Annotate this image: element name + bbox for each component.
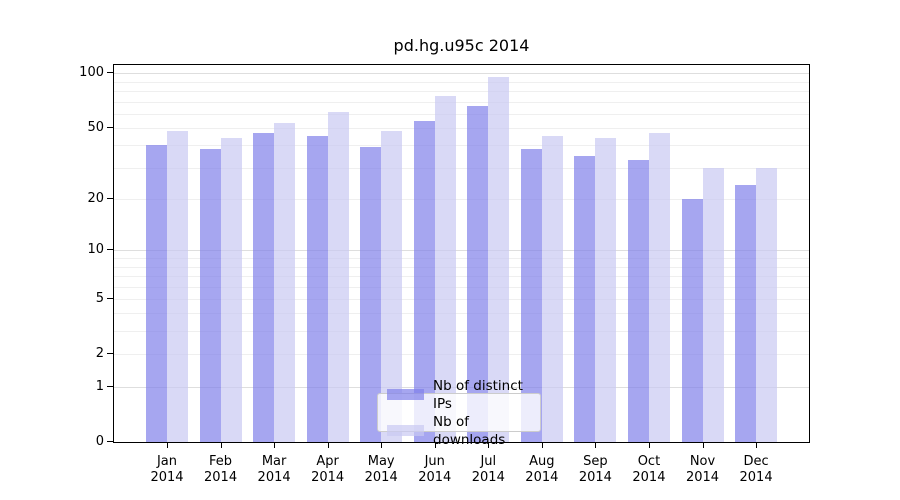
- bar-distinct-ips: [306, 136, 328, 442]
- y-tick-label: 0: [95, 434, 104, 449]
- bar-distinct-ips: [520, 149, 542, 442]
- y-tick: [107, 197, 113, 199]
- gridline-major: [114, 250, 809, 252]
- y-tick: [107, 385, 113, 387]
- bar-downloads: [648, 132, 670, 442]
- y-tick-label: 1: [95, 378, 104, 394]
- bar-downloads: [541, 136, 563, 442]
- bar-distinct-ips: [413, 120, 435, 442]
- x-tick-label: Sep 2014: [578, 454, 612, 485]
- x-tick: [220, 443, 222, 448]
- bar-distinct-ips: [253, 132, 275, 442]
- y-tick: [107, 353, 113, 355]
- gridline-major: [114, 386, 809, 388]
- y-tick: [107, 441, 113, 442]
- legend-label-distinct-ips: Nb of distinct IPs: [433, 377, 523, 412]
- gridline-minor: [114, 354, 809, 356]
- bar-distinct-ips: [681, 198, 703, 442]
- y-tick: [107, 297, 113, 299]
- x-tick: [541, 443, 543, 448]
- y-tick-label: 50: [87, 119, 104, 135]
- gridline-minor: [114, 258, 809, 260]
- gridline-minor: [114, 101, 809, 103]
- gridline-minor: [114, 313, 809, 315]
- gridline-minor: [114, 145, 809, 147]
- x-tick: [274, 443, 276, 448]
- bar-downloads: [220, 137, 242, 442]
- gridline-major: [114, 73, 809, 75]
- y-tick: [107, 72, 113, 74]
- gridline-minor: [114, 81, 809, 83]
- gridline-minor: [114, 127, 809, 129]
- x-tick-label: Nov 2014: [685, 454, 720, 485]
- gridline-minor: [114, 91, 809, 93]
- bar-downloads: [702, 167, 724, 442]
- x-tick-label: Feb 2014: [204, 454, 238, 485]
- x-tick: [327, 443, 329, 448]
- legend-row-distinct-ips: Nb of distinct IPs: [387, 377, 540, 413]
- x-tick: [756, 443, 758, 448]
- bar-downloads: [756, 167, 778, 442]
- legend-row-downloads: Nb of downloads: [387, 413, 540, 449]
- x-tick: [434, 443, 436, 448]
- chart-title: pd.hg.u95c 2014: [393, 36, 530, 55]
- x-tick: [648, 443, 650, 448]
- x-tick-label: Aug 2014: [525, 454, 559, 485]
- y-tick-label: 5: [95, 290, 104, 306]
- x-tick-label: Oct 2014: [632, 454, 666, 485]
- bar-distinct-ips: [627, 160, 649, 442]
- y-tick-label: 10: [87, 242, 104, 258]
- bar-downloads: [434, 96, 456, 442]
- x-tick-label: Apr 2014: [311, 454, 345, 485]
- x-tick-label: May 2014: [364, 454, 398, 485]
- bar-distinct-ips: [360, 147, 382, 442]
- bar-downloads: [167, 131, 188, 442]
- gridline-minor: [114, 298, 809, 300]
- x-tick: [488, 443, 490, 448]
- bar-distinct-ips: [735, 184, 757, 442]
- bar-downloads: [274, 123, 296, 442]
- y-tick-label: 2: [95, 346, 104, 362]
- x-tick: [167, 443, 168, 448]
- gridline-minor: [114, 167, 809, 169]
- bar-distinct-ips: [574, 155, 596, 442]
- x-tick: [381, 443, 383, 448]
- gridline-minor: [114, 198, 809, 200]
- x-tick-label: Jul 2014: [471, 454, 505, 485]
- y-tick-label: 20: [87, 190, 104, 206]
- x-tick-label: Jun 2014: [418, 454, 452, 485]
- x-tick-label: Dec 2014: [739, 454, 773, 485]
- bar-distinct-ips: [467, 106, 489, 442]
- x-tick: [595, 443, 597, 448]
- gridline-minor: [114, 275, 809, 277]
- legend-swatch-distinct-ips: [387, 389, 424, 400]
- y-tick: [107, 126, 113, 128]
- bar-downloads: [381, 131, 403, 442]
- legend: Nb of distinct IPs Nb of downloads: [377, 378, 541, 448]
- gridline-minor: [114, 266, 809, 268]
- bar-distinct-ips: [146, 145, 167, 442]
- y-tick-label: 100: [79, 65, 104, 81]
- plot-area: [113, 64, 810, 443]
- gridline-minor: [114, 331, 809, 333]
- legend-swatch-downloads: [387, 425, 424, 436]
- x-tick-label: Mar 2014: [257, 454, 291, 485]
- gridline-minor: [114, 113, 809, 115]
- x-tick-label: Jan 2014: [150, 454, 184, 485]
- bar-downloads: [327, 112, 349, 442]
- x-tick: [702, 443, 704, 448]
- legend-label-downloads: Nb of downloads: [433, 413, 506, 448]
- y-tick: [107, 249, 113, 251]
- gridline-minor: [114, 286, 809, 288]
- bar-distinct-ips: [199, 149, 221, 442]
- bar-downloads: [595, 137, 617, 442]
- bar-downloads: [488, 77, 510, 442]
